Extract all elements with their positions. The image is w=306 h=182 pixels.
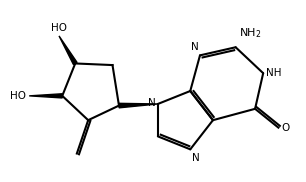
Polygon shape xyxy=(119,103,158,108)
Text: N: N xyxy=(191,42,198,52)
Text: N: N xyxy=(148,98,156,108)
Text: N: N xyxy=(192,153,200,163)
Text: HO: HO xyxy=(51,23,67,33)
Polygon shape xyxy=(59,36,77,65)
Text: O: O xyxy=(281,123,289,133)
Text: NH$_2$: NH$_2$ xyxy=(239,26,261,40)
Text: NH: NH xyxy=(267,68,282,78)
Text: HO: HO xyxy=(10,91,26,101)
Polygon shape xyxy=(29,94,62,98)
